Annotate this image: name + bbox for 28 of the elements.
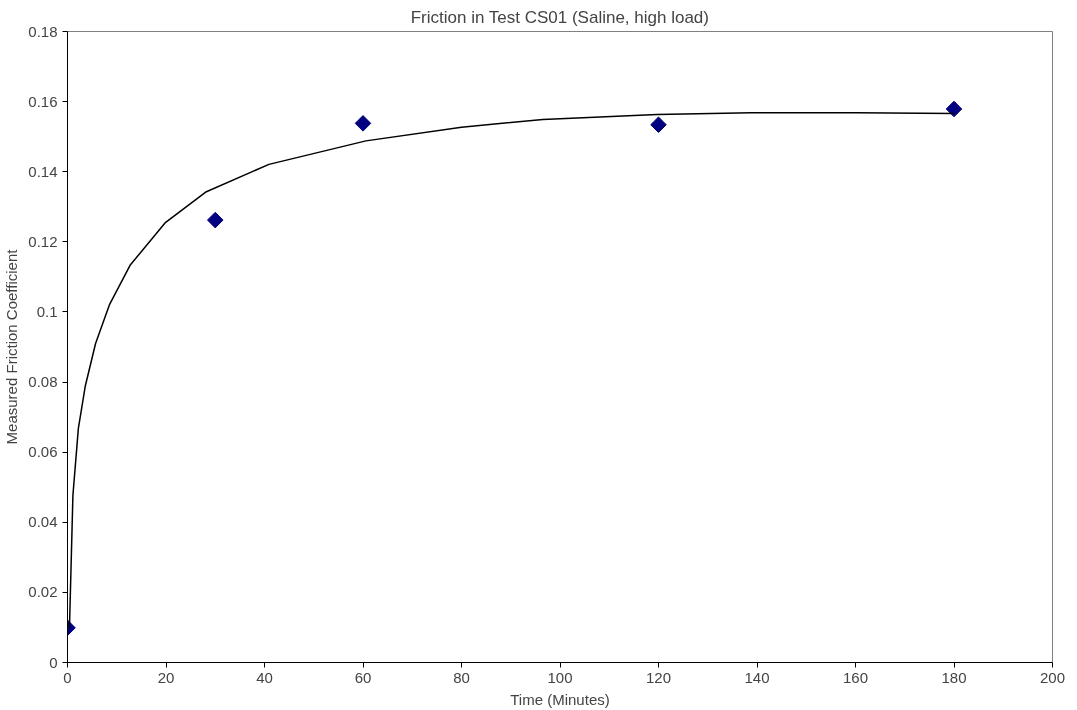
y-tick-label: 0.08: [28, 373, 58, 391]
point: [945, 100, 963, 118]
x-tick-label: 140: [744, 668, 770, 686]
x-tick-label: 80: [453, 668, 470, 686]
x-tick-label: 200: [1039, 668, 1066, 686]
y-tick-label: 0.02: [28, 583, 58, 601]
x-tick-label: 0: [63, 668, 72, 686]
point: [650, 116, 667, 134]
chart-title: Friction in Test CS01 (Saline, high load): [410, 7, 709, 27]
point: [354, 115, 372, 132]
x-tick-label: 180: [941, 668, 967, 686]
y-tick-label: 0.1: [36, 302, 58, 320]
y-tick-label: 0.18: [28, 22, 58, 40]
y-tick-label: 0.14: [28, 162, 58, 180]
x-tick-label: 60: [354, 668, 372, 686]
y-tick-label: 0.06: [28, 443, 58, 461]
y-tick-label: 0: [49, 653, 58, 671]
y-tick-label: 0.16: [28, 92, 58, 110]
x-tick-label: 120: [645, 668, 672, 686]
x-tick-label: 160: [842, 668, 869, 686]
x-axis-title: Time (Minutes): [510, 690, 610, 708]
y-tick-label: 0.12: [28, 232, 58, 250]
x-tick-label: 20: [157, 668, 175, 686]
y-tick-label: 0.04: [28, 513, 58, 531]
y-axis-title: Measured Friction Coefficient: [3, 248, 21, 445]
x-tick-label: 40: [256, 668, 273, 686]
point: [206, 211, 224, 229]
x-tick-label: 100: [547, 668, 573, 686]
